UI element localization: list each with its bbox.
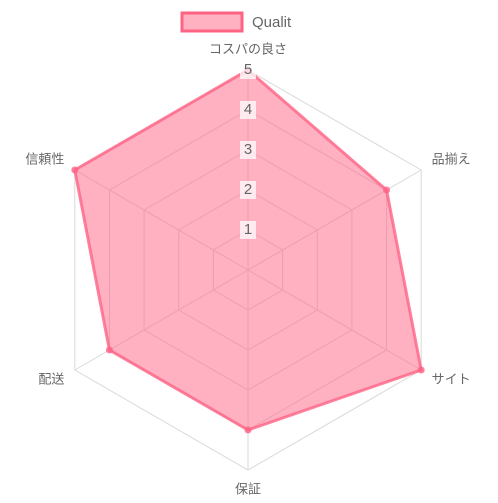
category-label: コスパの良さ [209,41,287,56]
category-label: 品揃え [432,151,471,166]
series-area [73,68,423,432]
r-tick-label: 3 [244,141,252,158]
r-tick-label: 4 [244,101,252,118]
r-tick-label: 5 [244,61,252,78]
category-label: 配送 [38,371,64,386]
legend-label: Qualit [252,14,292,31]
data-point [417,366,425,374]
tick-backdrop [240,221,256,239]
data-point [105,346,113,354]
data-point [244,426,252,434]
legend-swatch [180,11,244,33]
r-tick-label: 2 [244,181,252,198]
data-point [71,166,79,174]
category-label: サイト [432,371,471,386]
tick-backdrop [240,61,256,79]
tick-backdrop [240,181,256,199]
category-label: 信頼性 [25,151,64,166]
tick-backdrop [240,141,256,159]
category-label: 保証 [235,481,261,496]
r-tick-label: 1 [244,221,252,238]
tick-backdrop [240,101,256,119]
data-point [383,186,391,194]
